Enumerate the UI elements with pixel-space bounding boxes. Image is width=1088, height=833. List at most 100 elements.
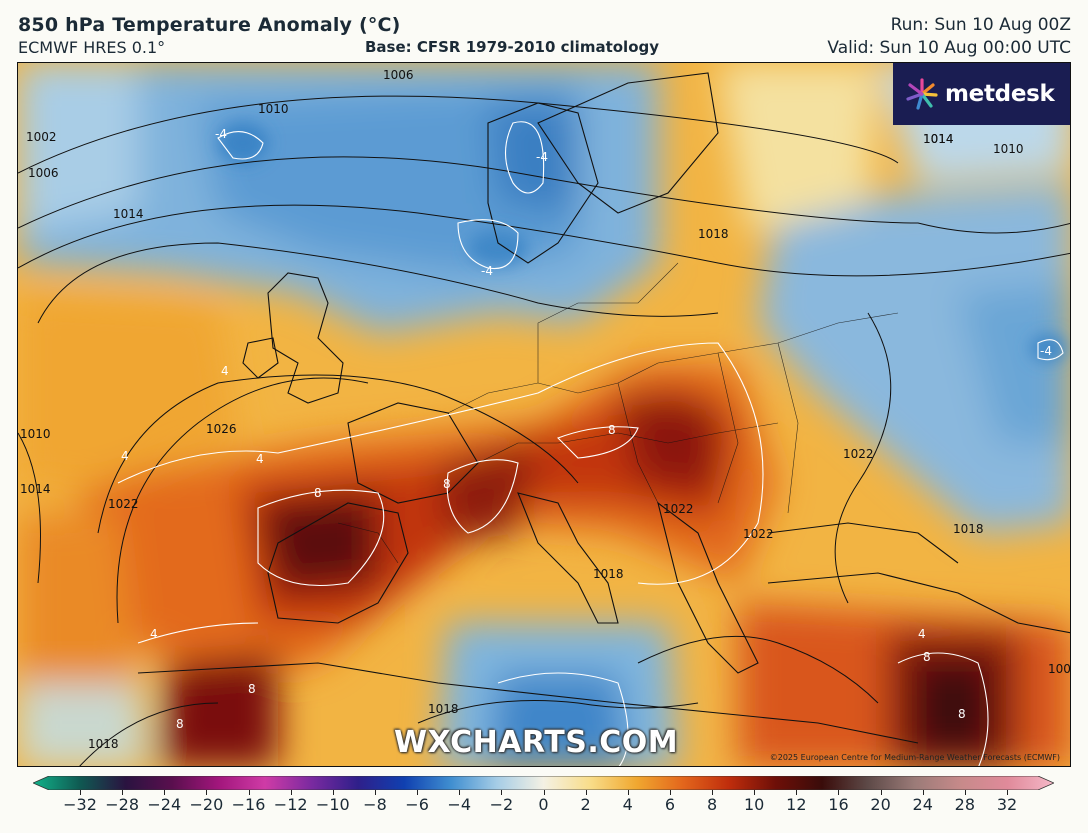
isobar-label: 1008 (1048, 662, 1071, 676)
colorbar-tick-mark (585, 790, 587, 795)
colorbar (33, 776, 1054, 790)
isobar-label: 1022 (663, 502, 694, 516)
colorbar-tick-mark (754, 790, 756, 795)
colorbar-tick-mark (712, 790, 714, 795)
country-borders (337, 262, 899, 564)
iberia-coast (267, 502, 409, 624)
isobar-labels: 1006 1010 1014 1002 1006 1014 1018 1014 … (20, 68, 1071, 751)
anomaly-label: 4 (918, 627, 926, 641)
model-label: ECMWF HRES 0.1° (18, 38, 166, 57)
anomaly-label: 8 (248, 682, 256, 696)
colorbar-tick-label: 8 (706, 795, 718, 814)
anomaly-label: -4 (481, 264, 493, 278)
colorbar-tick-label: 4 (622, 795, 633, 814)
colorbar-tick-label: −10 (315, 795, 350, 814)
anomaly-label: 4 (121, 449, 129, 463)
isobar-label: 1014 (20, 482, 51, 496)
colorbar-tick-label: −20 (189, 795, 224, 814)
colorbar-tick-mark (290, 790, 292, 795)
anomaly-label: 4 (150, 627, 158, 641)
anomaly-contours (117, 121, 1064, 766)
anomaly-label: 8 (314, 486, 322, 500)
colorbar-bar (33, 776, 1054, 790)
colorbar-tick-label: 20 (870, 795, 891, 814)
colorbar-tick-mark (459, 790, 461, 795)
anomaly-label: 4 (256, 452, 264, 466)
isobars (18, 95, 1070, 766)
colorbar-tick-mark (332, 790, 334, 795)
anomaly-labels: -4 -4 -4 -4 4 4 4 4 4 8 8 8 8 8 8 8 (121, 127, 1052, 731)
colorbar-tick-mark (669, 790, 671, 795)
map-canvas: 1006 1010 1014 1002 1006 1014 1018 1014 … (18, 63, 1071, 766)
base-climatology-label: Base: CFSR 1979-2010 climatology (365, 38, 660, 56)
wxcharts-watermark: WXCHARTS.COM (394, 725, 679, 760)
anomaly-label: -4 (1040, 344, 1052, 358)
colorbar-tick-mark (838, 790, 840, 795)
colorbar-tick-label: −28 (105, 795, 140, 814)
isobar-label: 1010 (20, 427, 51, 441)
run-label: Run: Sun 10 Aug 00Z (890, 15, 1071, 35)
colorbar-tick-label: −24 (147, 795, 182, 814)
colorbar-tick-mark (374, 790, 376, 795)
anomaly-label: 8 (923, 650, 931, 664)
copyright-notice: ©2025 European Centre for Medium-Range W… (769, 753, 1060, 762)
isobar-label: 1010 (993, 142, 1024, 156)
colorbar-tick-mark (206, 790, 208, 795)
colorbar-tick-label: −2 (489, 795, 514, 814)
france-coast (347, 402, 479, 504)
colorbar-tick-mark (796, 790, 798, 795)
colorbar-tick-mark (543, 790, 545, 795)
isobar-label: 1022 (743, 527, 774, 541)
colorbar-tick-label: 24 (912, 795, 933, 814)
isobar-label: 1018 (88, 737, 119, 751)
finland-coast (537, 72, 719, 214)
colorbar-tick-mark (417, 790, 419, 795)
metdesk-logo-icon (906, 78, 938, 110)
isobar-label: 1014 (923, 132, 954, 146)
anomaly-label: 8 (958, 707, 966, 721)
black-sea-coast (767, 522, 959, 564)
isobar-label: 1022 (108, 497, 139, 511)
colorbar-tick-mark (248, 790, 250, 795)
anomaly-map[interactable]: 1006 1010 1014 1002 1006 1014 1018 1014 … (17, 62, 1071, 767)
colorbar-tick-mark (164, 790, 166, 795)
great-britain-coast (267, 272, 344, 404)
isobar-label: 1018 (428, 702, 459, 716)
colorbar-tick-label: 0 (538, 795, 549, 814)
north-africa-coast (137, 662, 919, 744)
colorbar-tick-label: 10 (743, 795, 765, 814)
isobar-label: 1014 (113, 207, 144, 221)
colorbar-tick-label: −16 (231, 795, 266, 814)
colorbar-tick-mark (880, 790, 882, 795)
colorbar-tick-label: −4 (447, 795, 472, 814)
metdesk-logo: metdesk (893, 63, 1070, 125)
isobar-label: 1014 (923, 132, 954, 146)
isobar-label: 1018 (953, 522, 984, 536)
colorbar-tick-label: −8 (363, 795, 387, 814)
chart-title: 850 hPa Temperature Anomaly (°C) (18, 14, 401, 36)
colorbar-tick-label: 32 (996, 795, 1018, 814)
colorbar-tick-mark (964, 790, 966, 795)
colorbar-tick-label: 12 (786, 795, 807, 814)
colorbar-tick-mark (922, 790, 924, 795)
turkey-coast (767, 572, 1070, 634)
colorbar-tick-label: 28 (954, 795, 976, 814)
isobar-label: 1006 (28, 166, 59, 180)
isobar-label: 1006 (383, 68, 414, 82)
isobar-label: 1018 (698, 227, 729, 241)
italy-coast (517, 492, 619, 624)
anomaly-label: 8 (608, 423, 616, 437)
ireland-coast (242, 337, 279, 379)
colorbar-tick-label: −6 (405, 795, 429, 814)
colorbar-tick-label: 16 (828, 795, 849, 814)
colorbar-tick-label: 6 (664, 795, 675, 814)
anomaly-label: -4 (536, 150, 548, 164)
anomaly-label: 8 (443, 477, 451, 491)
isobar-label: 1022 (843, 447, 874, 461)
isobar-label: 1026 (206, 422, 237, 436)
balkans-coast (657, 501, 759, 674)
anomaly-label: 8 (176, 717, 184, 731)
scandinavia-coast (487, 102, 599, 264)
coastlines (137, 72, 1070, 744)
colorbar-tick-label: −32 (63, 795, 97, 814)
